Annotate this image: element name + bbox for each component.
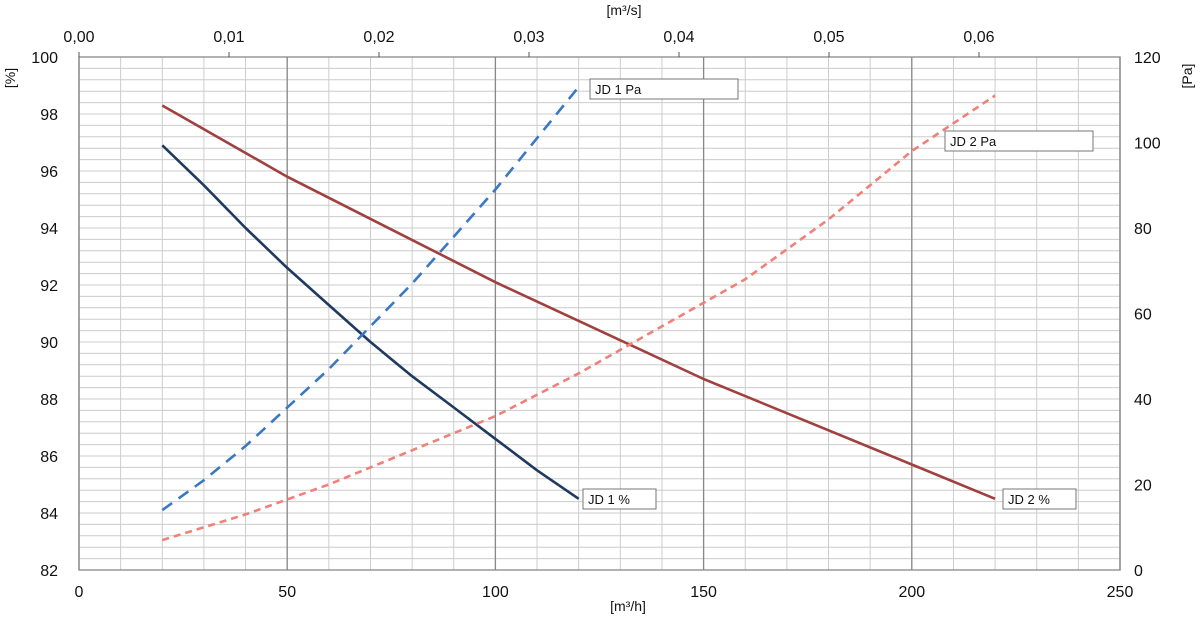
label-box-jd-2-pa	[944, 130, 1094, 152]
label-jd-2: JD 2 %	[1008, 492, 1050, 507]
x-tick-label: 250	[1107, 584, 1134, 601]
y-left-tick-label: 100	[31, 50, 58, 67]
y-left-tick-label: 82	[40, 563, 58, 580]
y-left-tick-label: 88	[40, 392, 58, 409]
x-tick-label: 150	[690, 584, 717, 601]
top-tick-label: 0,02	[363, 29, 394, 46]
label-box-jd-2	[1002, 488, 1077, 510]
y-left-tick-label: 98	[40, 107, 58, 124]
top-tick-label: 0,01	[213, 29, 244, 46]
top-tick-label: 0,03	[513, 29, 544, 46]
label-jd-1-pa: JD 1 Pa	[595, 82, 642, 97]
y-left-tick-label: 94	[40, 221, 58, 238]
series-line-jd-2-pa	[161, 94, 996, 542]
top-tick-label: 0,05	[813, 29, 844, 46]
y-right-tick-label: 20	[1134, 478, 1152, 495]
y-left-tick-label: 96	[40, 164, 58, 181]
x-axis-title: [m³/h]	[610, 598, 646, 614]
y-right-tick-label: 80	[1134, 221, 1152, 238]
y-right-tick-label: 60	[1134, 307, 1152, 324]
series-labels: JD 1 Pa JD 2 Pa JD 1 % JD 2 %	[582, 78, 1094, 510]
left-axis-title: [%]	[2, 68, 18, 88]
label-jd-2-pa: JD 2 Pa	[950, 134, 997, 149]
series-line-jd-1-pa	[161, 86, 580, 512]
top-tick-label: 0,04	[663, 29, 694, 46]
right-axis-title: [Pa]	[1179, 64, 1195, 89]
x-tick-label: 200	[898, 584, 925, 601]
x-tick-label: 50	[278, 584, 296, 601]
top-tick-label: 0,06	[963, 29, 994, 46]
series-line-jd-1	[161, 144, 580, 500]
x-tick-label: 0	[75, 584, 84, 601]
label-box-jd-1-pa	[589, 78, 739, 100]
y-right-tick-label: 40	[1134, 392, 1152, 409]
y-left-tick-label: 84	[40, 506, 58, 523]
series-layer	[161, 86, 996, 542]
y-right-tick-label: 0	[1134, 563, 1143, 580]
y-right-tick-label: 120	[1134, 50, 1161, 67]
x-tick-label: 100	[482, 584, 509, 601]
y-left-tick-label: 92	[40, 278, 58, 295]
y-right-tick-label: 100	[1134, 136, 1161, 153]
top-tick-label: 0,00	[63, 29, 94, 46]
y-left-tick-label: 86	[40, 449, 58, 466]
y-left-tick-label: 90	[40, 335, 58, 352]
plot-border	[78, 56, 1121, 571]
label-box-jd-1	[582, 488, 657, 510]
series-line-jd-2	[161, 104, 996, 501]
top-axis-title: [m³/s]	[607, 2, 642, 18]
label-jd-1: JD 1 %	[588, 492, 630, 507]
